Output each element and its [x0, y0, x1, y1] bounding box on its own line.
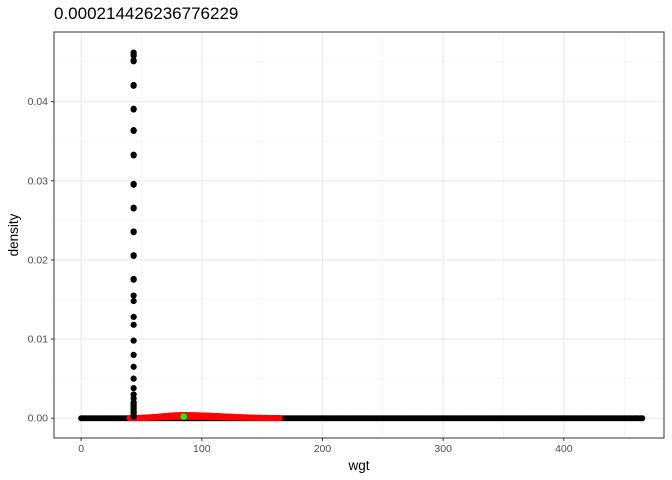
data-points [78, 49, 646, 422]
plot-border [53, 31, 665, 439]
spike-point [130, 275, 137, 283]
axes: 0 100 200 300 400 0.00 0.01 0.02 0.03 0.04 [28, 96, 573, 455]
spike-point [130, 297, 137, 305]
chart-title: 0.000214426236776229 [54, 4, 239, 23]
x-tick-label: 0 [78, 443, 84, 455]
spike-point [130, 292, 137, 299]
spike-point [130, 127, 137, 134]
spike-point [130, 321, 137, 328]
spike-point [130, 180, 137, 188]
x-tick-label: 300 [434, 443, 452, 455]
spike-point [130, 351, 137, 358]
spike-point [130, 252, 137, 259]
spike-point [130, 385, 137, 392]
spike-point [130, 151, 137, 158]
spike-point [130, 57, 137, 64]
x-tick-label: 200 [314, 443, 332, 455]
y-axis-title: density [6, 213, 21, 256]
y-tick-label: 0.04 [28, 96, 49, 108]
spike-point [130, 49, 137, 56]
spike-point [130, 228, 137, 235]
y-tick-label: 0.00 [28, 413, 49, 425]
highlight-point [180, 413, 188, 420]
spike-point [130, 105, 137, 112]
baseline-point [639, 415, 646, 422]
spike-point [130, 337, 137, 344]
x-tick-label: 400 [555, 443, 573, 455]
spike-point [130, 81, 137, 89]
spike-point [130, 375, 137, 382]
y-tick-label: 0.02 [28, 254, 49, 266]
plot-panel [54, 32, 664, 438]
y-tick-label: 0.01 [28, 334, 49, 346]
y-tick-label: 0.03 [28, 175, 49, 187]
spike-point [130, 204, 137, 211]
density-band-point [276, 415, 283, 422]
spike-point [130, 363, 137, 370]
spike-point [130, 313, 137, 321]
x-axis-title: wgt [347, 458, 369, 473]
spike-point [130, 391, 137, 398]
x-tick-label: 100 [193, 443, 211, 455]
